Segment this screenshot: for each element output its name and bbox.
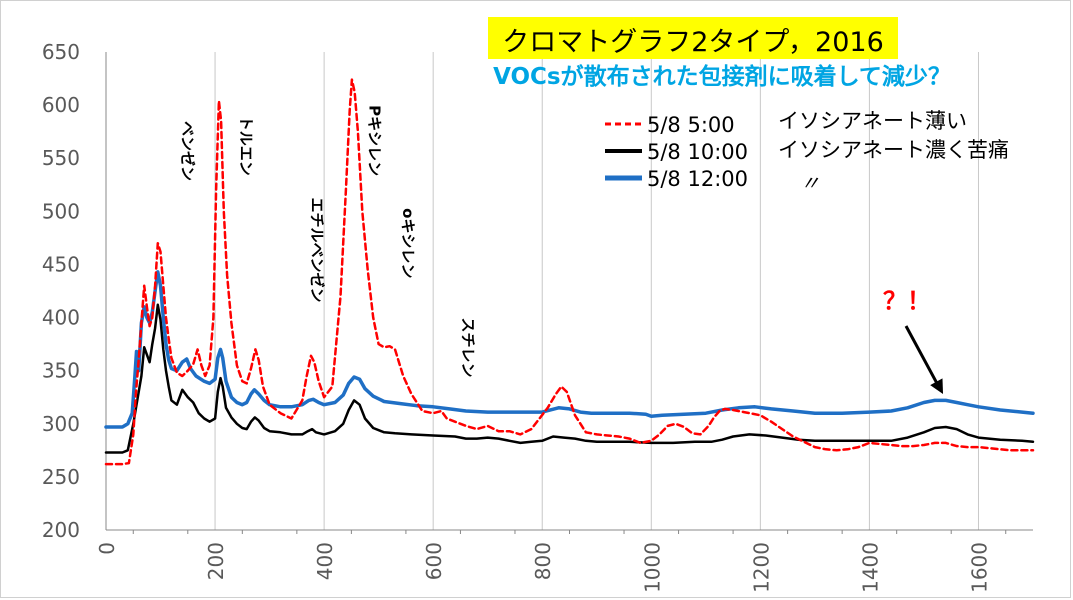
x-tick-label-200: 200: [204, 542, 228, 580]
legend-label-series-3: 5/8 12:00: [647, 167, 748, 191]
question-annotation: ？！: [883, 287, 931, 315]
peak-label-4: Pキシレン: [365, 105, 383, 176]
y-tick-label-250: 250: [42, 465, 80, 489]
y-tick-labels: 200 250 300 350 400 450 500 550 600 650: [42, 40, 80, 542]
y-tick-label-450: 450: [42, 252, 80, 276]
legend-note-series-2: イソシアネート濃く苦痛: [778, 138, 1009, 162]
annotation-arrow-shaft: [904, 325, 942, 390]
x-tick-label-0: 0: [95, 542, 119, 555]
legend-note-series-3: 〃: [800, 171, 820, 195]
legend-label-series-2: 5/8 10:00: [647, 140, 748, 164]
y-tick-label-400: 400: [42, 306, 80, 330]
series-lines: [104, 78, 1035, 466]
x-tick-label-600: 600: [422, 542, 446, 580]
chart-subtitle: VOCsが散布された包接剤に吸着して減少？: [493, 63, 951, 90]
x-tick-labels: 0 200 400 600 800 1000 1200 1400 1600: [95, 542, 991, 593]
peak-label-6: スチレン: [459, 318, 477, 378]
y-tick-label-200: 200: [42, 518, 80, 542]
y-tick-label-500: 500: [42, 199, 80, 223]
x-tick-label-1000: 1000: [640, 542, 664, 593]
chart-title: クロマトグラフ2タイプ，2016: [502, 27, 884, 58]
annotation-arrow: [904, 325, 944, 395]
title-background: [488, 17, 898, 59]
series-line-1: [104, 78, 1035, 466]
y-tick-label-600: 600: [42, 93, 80, 117]
legend: 5/8 5:00 イソシアネート薄い 5/8 10:00 イソシアネート濃く苦痛…: [605, 109, 1009, 195]
peak-label-2: トルエン: [237, 116, 255, 176]
x-tick-label-800: 800: [531, 542, 555, 580]
y-tick-label-350: 350: [42, 359, 80, 383]
x-tick-label-1200: 1200: [749, 542, 773, 593]
x-tick-label-400: 400: [313, 542, 337, 580]
series-line-2: [104, 303, 1035, 454]
annotation-arrow-head: [930, 378, 944, 395]
x-tick-label-1400: 1400: [858, 542, 882, 593]
legend-note-series-1: イソシアネート薄い: [778, 109, 967, 133]
peak-label-1: ベンゼン: [178, 121, 196, 181]
y-tick-label-650: 650: [42, 40, 80, 64]
grid-lines: [132, 52, 1007, 534]
legend-label-series-1: 5/8 5:00: [647, 113, 735, 137]
peak-label-5: oキシレン: [399, 208, 417, 278]
x-tick-label-1600: 1600: [967, 542, 991, 593]
series-line-3: [104, 270, 1035, 429]
peak-label-3: エチルベンゼン: [308, 198, 326, 303]
y-tick-label-550: 550: [42, 146, 80, 170]
y-tick-label-300: 300: [42, 412, 80, 436]
